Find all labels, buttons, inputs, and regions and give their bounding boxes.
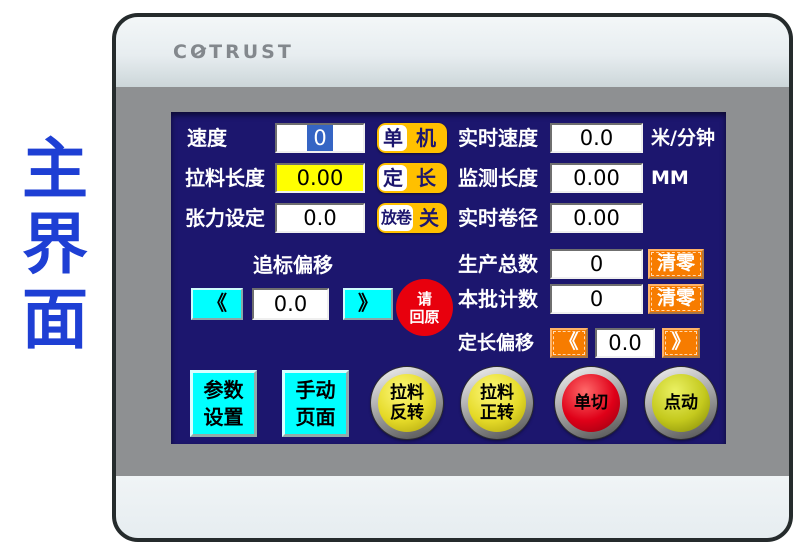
- hmi-device: COTRUST 速度 0 单 机 实时速度 0.0 米/分钟 拉料长度 0.00…: [112, 13, 793, 542]
- speed-label: 速度: [187, 126, 227, 150]
- speed-input[interactable]: 0: [275, 123, 365, 153]
- realtime-speed-label: 实时速度: [458, 126, 538, 150]
- speed-value-selection: 0: [307, 125, 333, 151]
- toggle-yellow-segment: 长: [416, 166, 436, 190]
- production-total-label: 生产总数: [458, 252, 538, 276]
- device-top-bezel: COTRUST: [116, 17, 789, 87]
- brand-logo-c: C: [173, 41, 190, 63]
- toggle-white-segment: 单: [379, 125, 407, 151]
- track-offset-inc-button[interactable]: 》: [343, 288, 393, 320]
- fixed-length-toggle[interactable]: 定 长: [377, 163, 447, 193]
- manual-page-line1: 手动: [295, 377, 336, 402]
- params-page-line2: 设置: [203, 404, 244, 429]
- brand-logo-rest: TRUST: [209, 41, 294, 63]
- pull-forward-button[interactable]: 拉料 正转: [461, 367, 533, 439]
- toggle-yellow-segment: 关: [419, 206, 439, 230]
- pull-reverse-dome: 拉料 反转: [378, 374, 436, 432]
- fixed-offset-label: 定长偏移: [458, 332, 535, 354]
- single-cut-line1: 单切: [574, 393, 608, 413]
- track-offset-input[interactable]: 0.0: [252, 288, 329, 320]
- fixed-offset-inc-button[interactable]: 》: [662, 328, 700, 358]
- pull-reverse-button[interactable]: 拉料 反转: [371, 367, 443, 439]
- monitor-length-input[interactable]: 0.00: [550, 163, 643, 193]
- roll-diameter-input[interactable]: 0.00: [550, 203, 643, 233]
- touchscreen: 速度 0 单 机 实时速度 0.0 米/分钟 拉料长度 0.00 定 长 监测长…: [171, 112, 726, 444]
- production-total-input[interactable]: 0: [550, 249, 643, 279]
- monitor-length-label: 监测长度: [458, 166, 538, 190]
- batch-count-input[interactable]: 0: [550, 284, 643, 314]
- production-total-clear-button[interactable]: 清零: [648, 249, 704, 279]
- single-machine-toggle[interactable]: 单 机: [377, 123, 447, 153]
- pull-length-input[interactable]: 0.00: [275, 163, 365, 193]
- pull-forward-line1: 拉料: [480, 383, 514, 403]
- batch-count-label: 本批计数: [458, 287, 538, 311]
- roll-diameter-label: 实时卷径: [458, 206, 538, 230]
- realtime-speed-input[interactable]: 0.0: [550, 123, 643, 153]
- tension-input[interactable]: 0.0: [275, 203, 365, 233]
- tension-label: 张力设定: [185, 206, 265, 230]
- jog-dome: 点动: [652, 374, 710, 432]
- jog-button[interactable]: 点动: [645, 367, 717, 439]
- track-offset-title: 追标偏移: [253, 253, 333, 277]
- pull-forward-line2: 正转: [480, 403, 514, 423]
- batch-count-clear-button[interactable]: 清零: [648, 284, 704, 314]
- manual-page-line2: 页面: [295, 404, 336, 429]
- realtime-speed-unit: 米/分钟: [651, 127, 715, 149]
- single-cut-button[interactable]: 单切: [555, 367, 627, 439]
- toggle-white-segment: 放卷: [379, 205, 414, 231]
- fixed-offset-dec-button[interactable]: 《: [550, 328, 588, 358]
- pull-reverse-line1: 拉料: [390, 383, 424, 403]
- single-cut-dome: 单切: [562, 374, 620, 432]
- device-bottom-bezel: [116, 476, 789, 538]
- page-title: 主界面: [11, 134, 88, 359]
- toggle-white-segment: 定: [379, 165, 407, 191]
- params-page-button[interactable]: 参数 设置: [190, 370, 257, 437]
- pull-length-label: 拉料长度: [185, 166, 265, 190]
- brand-logo-o: O: [189, 41, 210, 63]
- return-origin-button[interactable]: 请 回原: [396, 279, 453, 336]
- return-origin-line2: 回原: [409, 307, 440, 326]
- pull-reverse-line2: 反转: [390, 403, 424, 423]
- monitor-length-unit: MM: [651, 167, 689, 189]
- manual-page-button[interactable]: 手动 页面: [282, 370, 349, 437]
- brand-logo: COTRUST: [173, 41, 294, 63]
- unwind-toggle[interactable]: 放卷 关: [377, 203, 447, 233]
- return-origin-line1: 请: [416, 289, 432, 308]
- jog-line1: 点动: [664, 393, 698, 413]
- params-page-line1: 参数: [203, 377, 244, 402]
- toggle-yellow-segment: 机: [416, 126, 436, 150]
- pull-forward-dome: 拉料 正转: [468, 374, 526, 432]
- fixed-offset-input[interactable]: 0.0: [595, 328, 655, 358]
- track-offset-dec-button[interactable]: 《: [191, 288, 243, 320]
